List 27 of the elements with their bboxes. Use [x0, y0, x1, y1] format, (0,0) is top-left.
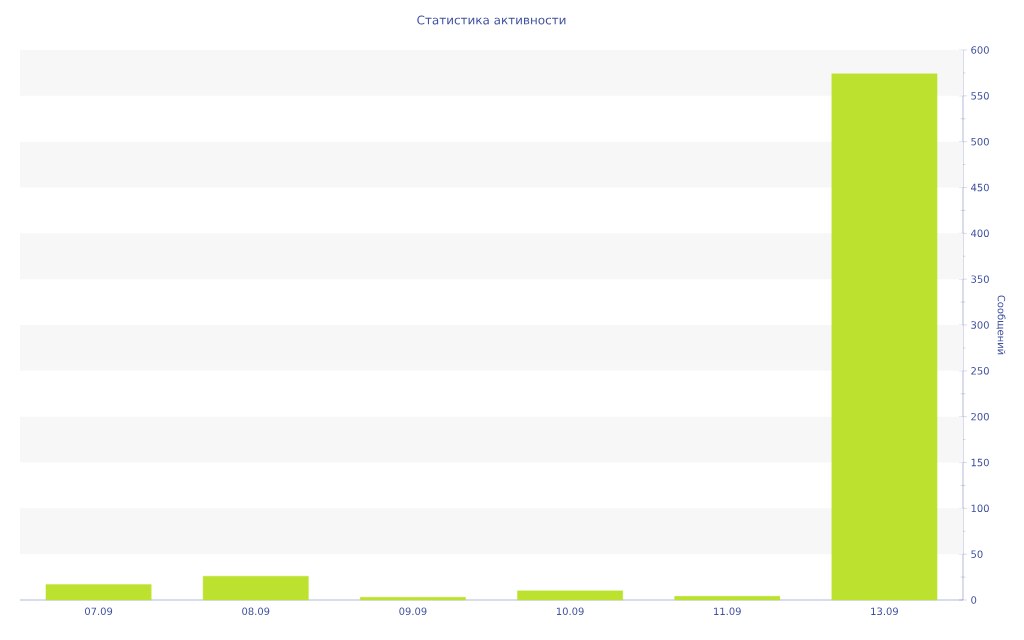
x-tick-label: 07.09 — [84, 607, 113, 616]
y-tick-label: 200 — [971, 412, 989, 421]
y-tick-label: 150 — [971, 458, 989, 467]
y-tick-label: 550 — [971, 92, 989, 100]
y-tick-label: 250 — [971, 367, 989, 375]
x-tick-label: 13.09 — [871, 607, 898, 616]
x-tick-label: 09.09 — [399, 607, 427, 616]
y-tick-label: 100 — [971, 504, 989, 513]
y-tick-label: 300 — [971, 321, 989, 329]
y-axis-title: Сообщений — [996, 295, 1006, 355]
y-tick-label: 600 — [971, 46, 989, 54]
x-tick-label: 11.09 — [714, 607, 741, 616]
bar — [517, 590, 623, 601]
y-tick-label: 500 — [971, 137, 989, 146]
chart-title: Статистика активности — [417, 15, 566, 25]
bar — [202, 575, 309, 601]
bar — [831, 73, 938, 601]
y-tick-label: 350 — [971, 275, 989, 283]
y-tick-label: 450 — [971, 183, 989, 192]
x-tick-label: 10.09 — [556, 607, 584, 616]
bar — [360, 597, 466, 601]
y-tick-label: 400 — [971, 229, 989, 238]
y-tick-label: 50 — [971, 550, 983, 558]
bar — [45, 584, 152, 601]
y-tick-label: 0 — [971, 596, 977, 604]
bar — [674, 596, 781, 601]
x-tick-label: 08.09 — [242, 607, 270, 616]
